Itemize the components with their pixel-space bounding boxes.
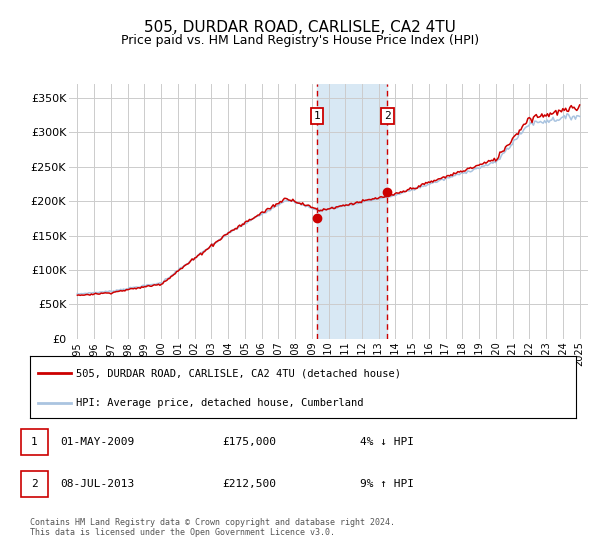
- Text: £175,000: £175,000: [222, 437, 276, 447]
- Text: Contains HM Land Registry data © Crown copyright and database right 2024.
This d: Contains HM Land Registry data © Crown c…: [30, 518, 395, 538]
- Text: 2: 2: [31, 479, 38, 488]
- Text: 505, DURDAR ROAD, CARLISLE, CA2 4TU: 505, DURDAR ROAD, CARLISLE, CA2 4TU: [144, 20, 456, 35]
- Text: Price paid vs. HM Land Registry's House Price Index (HPI): Price paid vs. HM Land Registry's House …: [121, 34, 479, 46]
- Text: 01-MAY-2009: 01-MAY-2009: [60, 437, 134, 447]
- Text: 2: 2: [384, 111, 391, 121]
- Text: 9% ↑ HPI: 9% ↑ HPI: [360, 479, 414, 488]
- Text: 1: 1: [314, 111, 320, 121]
- FancyBboxPatch shape: [21, 429, 48, 455]
- Text: 08-JUL-2013: 08-JUL-2013: [60, 479, 134, 488]
- Text: 505, DURDAR ROAD, CARLISLE, CA2 4TU (detached house): 505, DURDAR ROAD, CARLISLE, CA2 4TU (det…: [76, 368, 401, 378]
- Text: HPI: Average price, detached house, Cumberland: HPI: Average price, detached house, Cumb…: [76, 398, 364, 408]
- FancyBboxPatch shape: [21, 470, 48, 497]
- Text: 4% ↓ HPI: 4% ↓ HPI: [360, 437, 414, 447]
- Bar: [317, 84, 388, 339]
- Text: 1: 1: [31, 437, 38, 447]
- Text: £212,500: £212,500: [222, 479, 276, 488]
